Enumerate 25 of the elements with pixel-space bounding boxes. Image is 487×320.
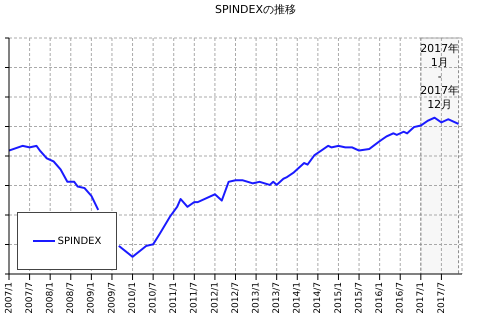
x-tick-label: 2007/7	[24, 282, 35, 314]
x-tick-label: 2013/1	[251, 282, 262, 314]
x-tick-label: 2011/1	[169, 282, 180, 314]
x-tick-label: 2009/7	[107, 282, 118, 314]
x-tick-label: 2012/7	[230, 282, 241, 314]
x-tick-label: 2010/7	[148, 282, 159, 314]
x-tick-label: 2008/1	[46, 282, 56, 314]
x-tick-label: 2007/1	[4, 282, 14, 314]
x-tick-label: 2015/1	[334, 282, 344, 314]
x-tick-label: 2009/1	[86, 282, 97, 314]
legend-label: SPINDEX	[58, 236, 102, 246]
x-tick-label: 2014/1	[292, 282, 303, 314]
x-tick-label: 2017/7	[436, 282, 447, 314]
x-tick-label: 2016/7	[396, 282, 406, 314]
x-tick-label: 2012/1	[210, 282, 220, 314]
chart-title: SPINDEXの推移	[214, 2, 298, 18]
band-label: 2017年 1月 - 2017年 12月	[420, 42, 460, 111]
x-tick-label: 2017/1	[416, 282, 426, 314]
x-tick-label: 2016/1	[375, 282, 386, 314]
x-tick-label: 2014/7	[313, 282, 324, 314]
x-tick-label: 2013/7	[272, 282, 282, 314]
x-tick-label: 2010/1	[128, 282, 138, 314]
x-tick-label: 2011/7	[190, 282, 200, 314]
x-tick-label: 2015/7	[354, 282, 364, 314]
x-tick-label: 2008/7	[66, 282, 76, 314]
